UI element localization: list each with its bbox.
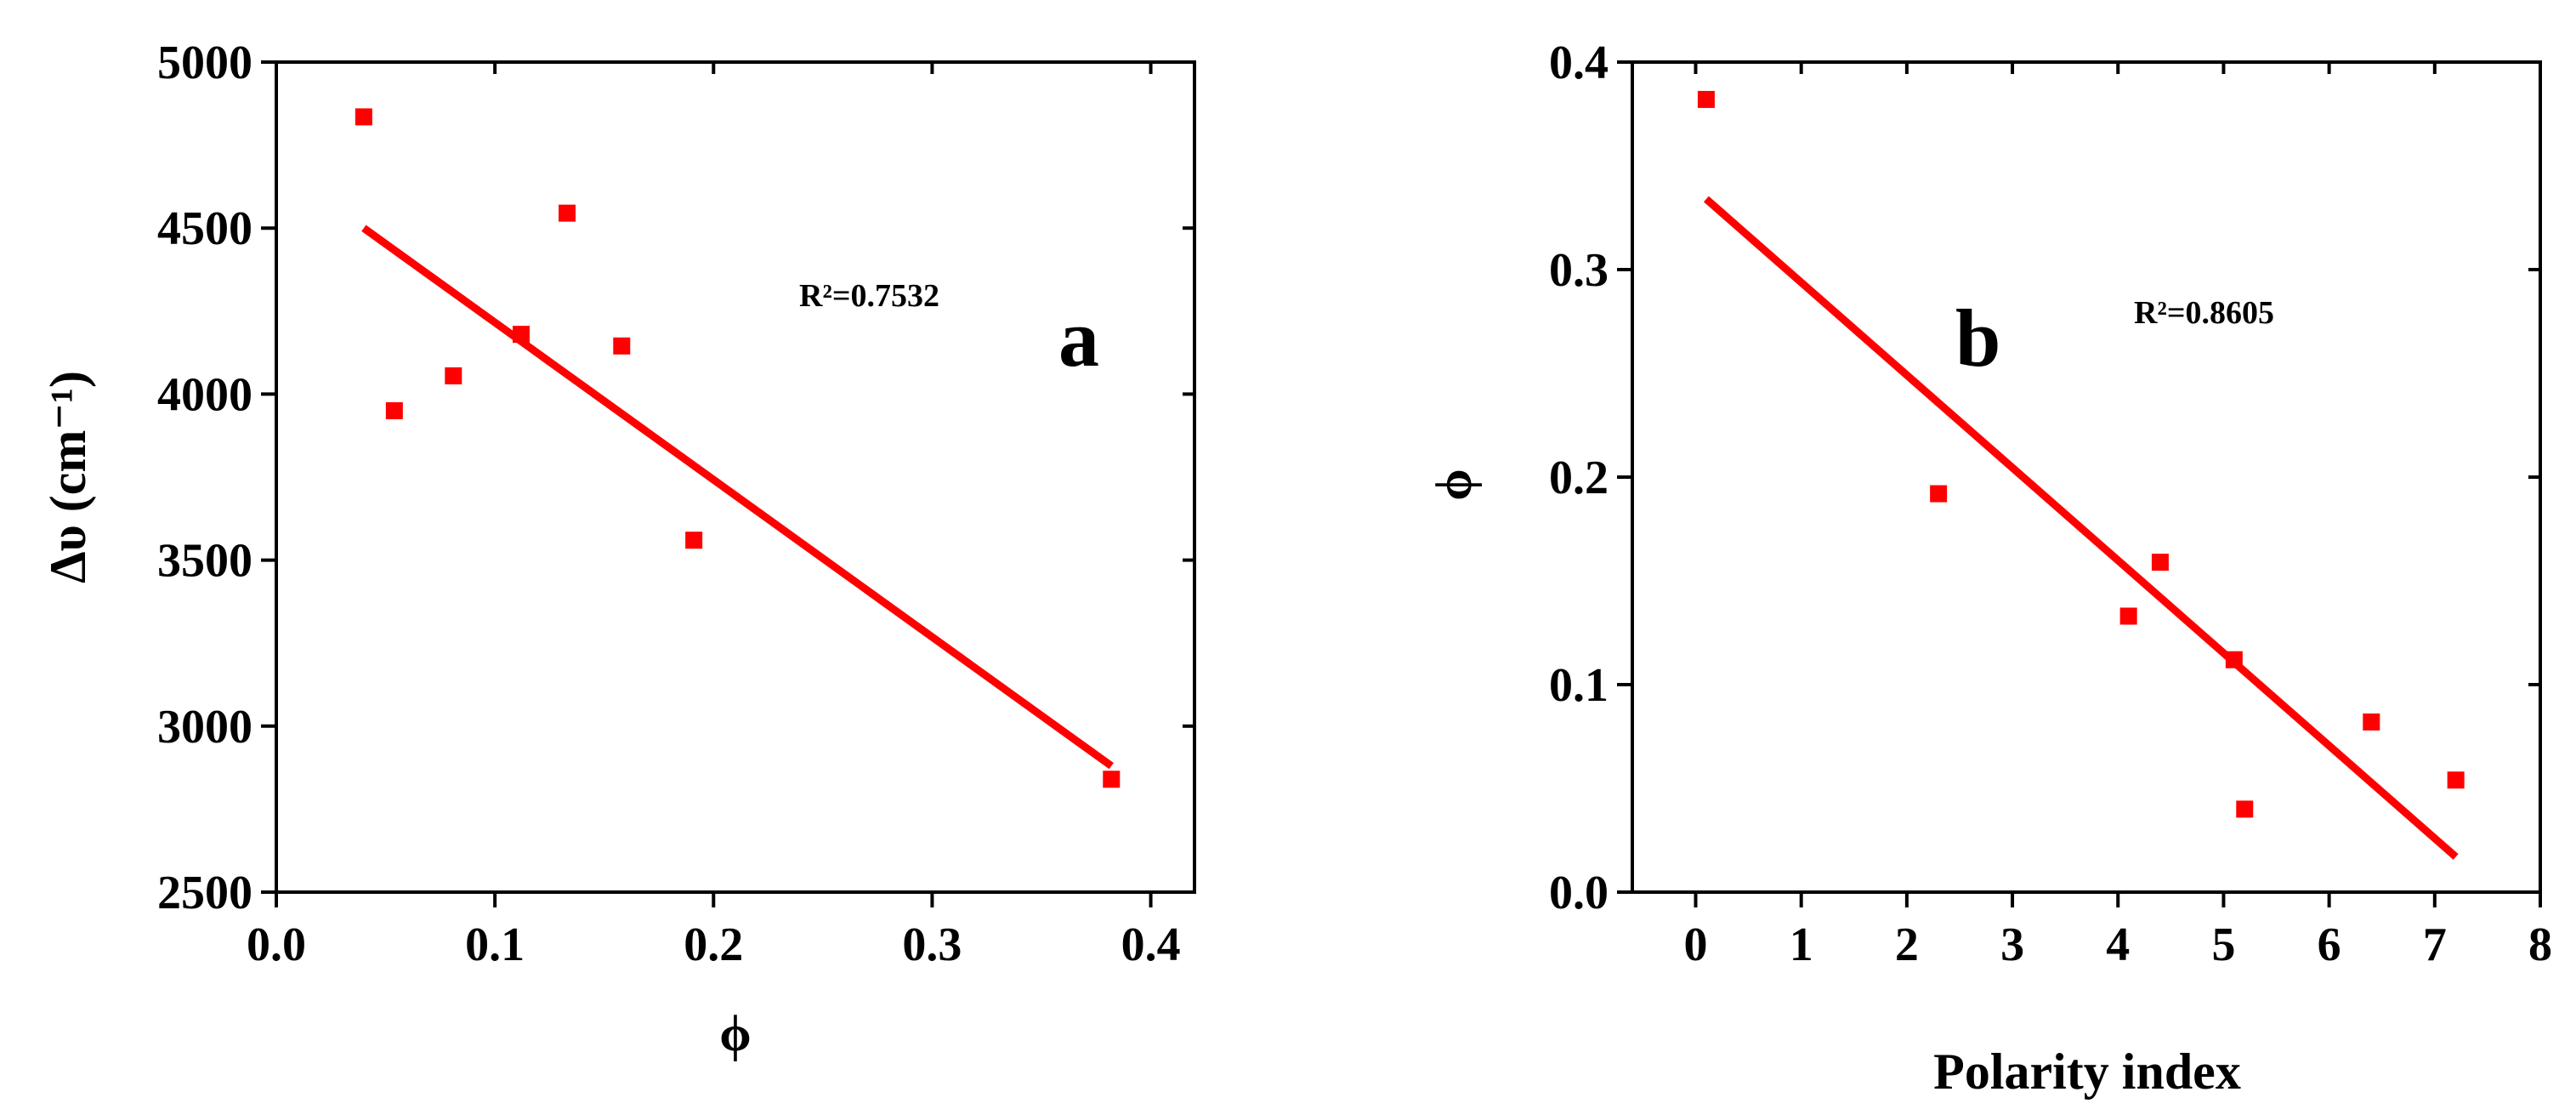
panel-b-data-point [2363, 713, 2380, 731]
panel-b-data-point [1697, 90, 1715, 108]
panel-b-data-point [2236, 800, 2254, 818]
panel-b-fit-line [1703, 196, 2459, 860]
panel-a-data-point [685, 532, 703, 549]
panel-a-tick-labels: 0.0 0.1 0.2 0.3 0.4 2500 3000 3500 4000 4500 5000 [157, 37, 1181, 971]
panel-b-y-tick-label: 0.1 [1549, 659, 1609, 712]
panel-b-fit [1703, 196, 2459, 860]
panel-b-r-squared: R²=0.8605 [2134, 295, 2274, 331]
panel-b-points [1697, 90, 2465, 818]
panel-b-y-tick-label: 0.4 [1549, 37, 1609, 89]
panel-b-data-point [2225, 651, 2243, 668]
panel-a-x-tick-label: 0.3 [902, 918, 962, 971]
panel-b-x-tick-label: 3 [2000, 918, 2024, 971]
panel-a-x-tick-label: 0.2 [684, 918, 743, 971]
panel-a-data-point [385, 401, 403, 419]
panel-b-y-axis-title: ϕ [1426, 469, 1482, 500]
panel-a-data-point [1103, 771, 1121, 788]
panel-b-tick-labels: 0 1 2 3 4 5 6 7 8 0.0 0.1 0.2 0.3 0.4 [1549, 37, 2552, 971]
panel-b-x-tick-label: 6 [2318, 918, 2341, 971]
panel-a-y-tick-label: 5000 [157, 37, 252, 89]
panel-b-x-tick-label: 7 [2423, 918, 2447, 971]
panel-b-y-tick-label: 0.0 [1549, 867, 1609, 919]
panel-b-x-tick-label: 2 [1895, 918, 1919, 971]
panel-b-x-tick-label: 5 [2211, 918, 2235, 971]
panel-a-x-tick-label: 0.0 [247, 918, 306, 971]
panel-a-r-squared: R²=0.7532 [799, 278, 939, 314]
panel-b-data-point [2447, 771, 2465, 789]
panel-a-plot-frame [275, 60, 1196, 894]
panel-a-y-axis-title: Δυ (cm⁻¹) [40, 371, 96, 583]
panel-b-data-point [1930, 485, 1948, 503]
panel-b-x-tick-label: 4 [2106, 918, 2130, 971]
panel-b-y-tick-label: 0.3 [1549, 244, 1609, 297]
panel-a-fit-line [361, 225, 1114, 770]
panel-a-y-tick-label: 4000 [157, 368, 252, 421]
panel-b-label: b [1955, 293, 2000, 384]
panel-a-y-tick-label: 2500 [157, 867, 252, 919]
panel-b-data-point [2151, 554, 2169, 572]
panel-a-fit [361, 225, 1114, 770]
panel-a-x-tick-label: 0.1 [465, 918, 525, 971]
panel-b-x-tick-label: 1 [1790, 918, 1813, 971]
panel-a-y-tick-label: 3500 [157, 535, 252, 588]
panel-b-y-tick-label: 0.2 [1549, 452, 1609, 504]
panel-a-data-point [613, 337, 631, 355]
panel-a: 0.0 0.1 0.2 0.3 0.4250030003500400045005000 … [40, 37, 1196, 1061]
panel-a-points [355, 108, 1121, 788]
panel-b: 0 1 2 3 4 5 6 7 80.00.10.20.30.4 Polarity index … [1426, 37, 2552, 1100]
panel-a-label: a [1058, 293, 1099, 384]
panel-b-x-axis-title: Polarity index [1933, 1044, 2241, 1100]
panel-a-y-tick-label: 4500 [157, 202, 252, 255]
panel-b-ticks [1617, 60, 2542, 907]
panel-a-data-point [559, 204, 576, 222]
panel-a-x-axis-title: ϕ [719, 1005, 751, 1061]
panel-b-x-tick-label: 0 [1684, 918, 1708, 971]
panel-b-data-point [2119, 607, 2137, 625]
panel-a-data-point [445, 367, 462, 384]
panel-a-data-point [513, 326, 530, 344]
panel-a-data-point [355, 108, 372, 126]
panel-b-plot-frame [1631, 60, 2542, 894]
panel-a-x-tick-label: 0.4 [1121, 918, 1181, 971]
panel-b-x-tick-label: 8 [2528, 918, 2552, 971]
panel-a-y-tick-label: 3000 [157, 701, 252, 754]
panel-a-ticks [261, 60, 1194, 907]
